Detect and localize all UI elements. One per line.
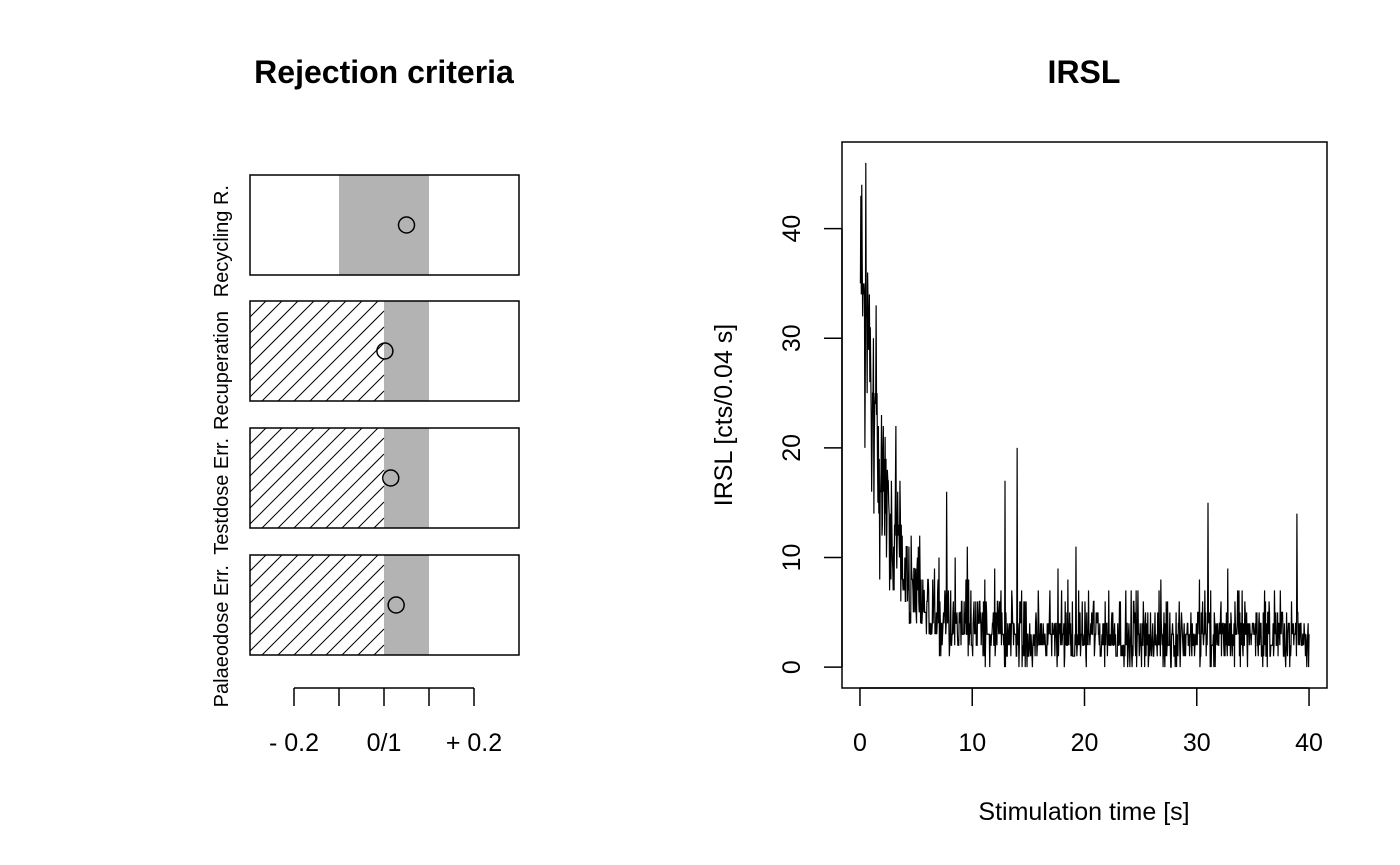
hatch-line bbox=[249, 427, 267, 445]
hatch-line bbox=[277, 300, 379, 402]
hatch-line bbox=[249, 427, 299, 477]
hatch-line bbox=[249, 427, 331, 509]
hatch-line bbox=[249, 554, 283, 588]
criteria-tick-label-minus: - 0.2 bbox=[269, 729, 319, 757]
hatch-line bbox=[261, 554, 363, 656]
hatch-line bbox=[341, 358, 385, 402]
rejection-criteria-title: Rejection criteria bbox=[254, 54, 514, 90]
criteria-row-box bbox=[249, 427, 520, 529]
hatch-line bbox=[249, 427, 347, 525]
hatch-line bbox=[309, 326, 385, 402]
irsl-x-tick-label: 20 bbox=[1071, 729, 1099, 757]
criteria-row-box bbox=[249, 174, 520, 276]
criteria-rows: Recycling R. Recuperation Testdose Err. Pal… bbox=[211, 174, 520, 707]
hatch-line bbox=[309, 453, 385, 529]
irsl-x-tick-label: 30 bbox=[1183, 729, 1211, 757]
hatch-line bbox=[249, 554, 331, 636]
hatch-line bbox=[249, 300, 347, 398]
hatch-line bbox=[277, 554, 379, 656]
criteria-row-box bbox=[249, 300, 520, 402]
hatch-line bbox=[249, 554, 267, 572]
acceptance-range bbox=[384, 301, 429, 401]
acceptance-range bbox=[339, 175, 429, 275]
criteria-row-label: Recuperation bbox=[211, 311, 233, 430]
irsl-y-tick-label: 30 bbox=[778, 324, 806, 352]
rejection-hatch bbox=[249, 427, 385, 529]
irsl-x-axis-title: Stimulation time [s] bbox=[978, 798, 1189, 826]
hatch-line bbox=[249, 300, 331, 382]
hatch-line bbox=[341, 612, 385, 656]
acceptance-range bbox=[384, 428, 429, 528]
criteria-row-label: Recycling R. bbox=[211, 185, 233, 297]
criteria-row-2: Testdose Err. bbox=[211, 427, 520, 555]
hatch-line bbox=[325, 469, 385, 529]
hatch-line bbox=[373, 517, 385, 529]
criteria-tick-label-plus: + 0.2 bbox=[446, 729, 502, 757]
irsl-y-tick-label: 40 bbox=[778, 215, 806, 243]
criteria-row-label: Testdose Err. bbox=[211, 438, 233, 555]
hatch-line bbox=[249, 300, 267, 318]
hatch-line bbox=[249, 300, 283, 334]
hatch-line bbox=[249, 300, 315, 366]
hatch-line bbox=[249, 427, 315, 493]
irsl-title: IRSL bbox=[1048, 54, 1121, 90]
criteria-row-0: Recycling R. bbox=[211, 174, 520, 297]
hatch-line bbox=[249, 427, 283, 461]
criteria-value-point bbox=[382, 469, 400, 487]
hatch-line bbox=[277, 427, 379, 529]
hatch-line bbox=[261, 427, 363, 529]
rejection-hatch bbox=[249, 300, 385, 402]
irsl-series-line bbox=[859, 162, 1310, 668]
hatch-line bbox=[249, 300, 299, 350]
hatch-line bbox=[325, 342, 385, 402]
irsl-y-tick-label: 20 bbox=[778, 434, 806, 462]
rejection-criteria-panel: Rejection criteria Recycling R. Recuperat… bbox=[211, 54, 520, 757]
irsl-x-tick-label: 0 bbox=[853, 729, 867, 757]
irsl-panel: IRSL 0 10 20 30 40 0 10 20 30 40 Stimulation time… bbox=[710, 54, 1328, 826]
hatch-line bbox=[249, 554, 299, 604]
irsl-x-tick-label: 40 bbox=[1295, 729, 1323, 757]
hatch-line bbox=[261, 300, 363, 402]
hatch-line bbox=[309, 580, 385, 656]
hatch-line bbox=[293, 564, 385, 656]
criteria-row-label: Palaeodose Err. bbox=[211, 565, 233, 707]
irsl-x-tick-label: 10 bbox=[958, 729, 986, 757]
criteria-x-axis: - 0.2 0/1 + 0.2 bbox=[269, 687, 502, 757]
criteria-row-3: Palaeodose Err. bbox=[211, 554, 520, 707]
criteria-value-point bbox=[387, 596, 405, 614]
hatch-line bbox=[357, 374, 385, 402]
hatch-line bbox=[357, 501, 385, 529]
irsl-axes: 0 10 20 30 40 0 10 20 30 40 bbox=[778, 215, 1323, 757]
irsl-y-axis-title: IRSL [cts/0.04 s] bbox=[710, 324, 738, 506]
hatch-line bbox=[293, 310, 385, 402]
hatch-line bbox=[341, 485, 385, 529]
criteria-row-1: Recuperation bbox=[211, 300, 520, 430]
irsl-y-tick-label: 10 bbox=[778, 544, 806, 572]
hatch-line bbox=[373, 390, 385, 402]
criteria-value-point bbox=[397, 216, 416, 234]
irsl-y-tick-label: 0 bbox=[778, 660, 806, 674]
hatch-line bbox=[249, 554, 347, 652]
hatch-line bbox=[249, 554, 315, 620]
acceptance-range bbox=[384, 555, 429, 655]
criteria-tick-label-zero: 0/1 bbox=[367, 729, 402, 757]
hatch-line bbox=[373, 644, 385, 656]
criteria-value-point bbox=[376, 342, 394, 360]
rejection-hatch bbox=[249, 554, 385, 656]
hatch-line bbox=[293, 437, 385, 529]
hatch-line bbox=[357, 628, 385, 656]
criteria-row-box bbox=[249, 554, 520, 656]
hatch-line bbox=[325, 596, 385, 656]
